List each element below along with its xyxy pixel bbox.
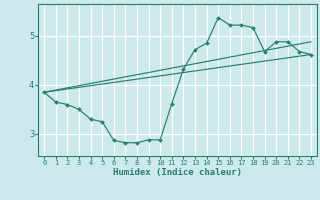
X-axis label: Humidex (Indice chaleur): Humidex (Indice chaleur) (113, 168, 242, 177)
